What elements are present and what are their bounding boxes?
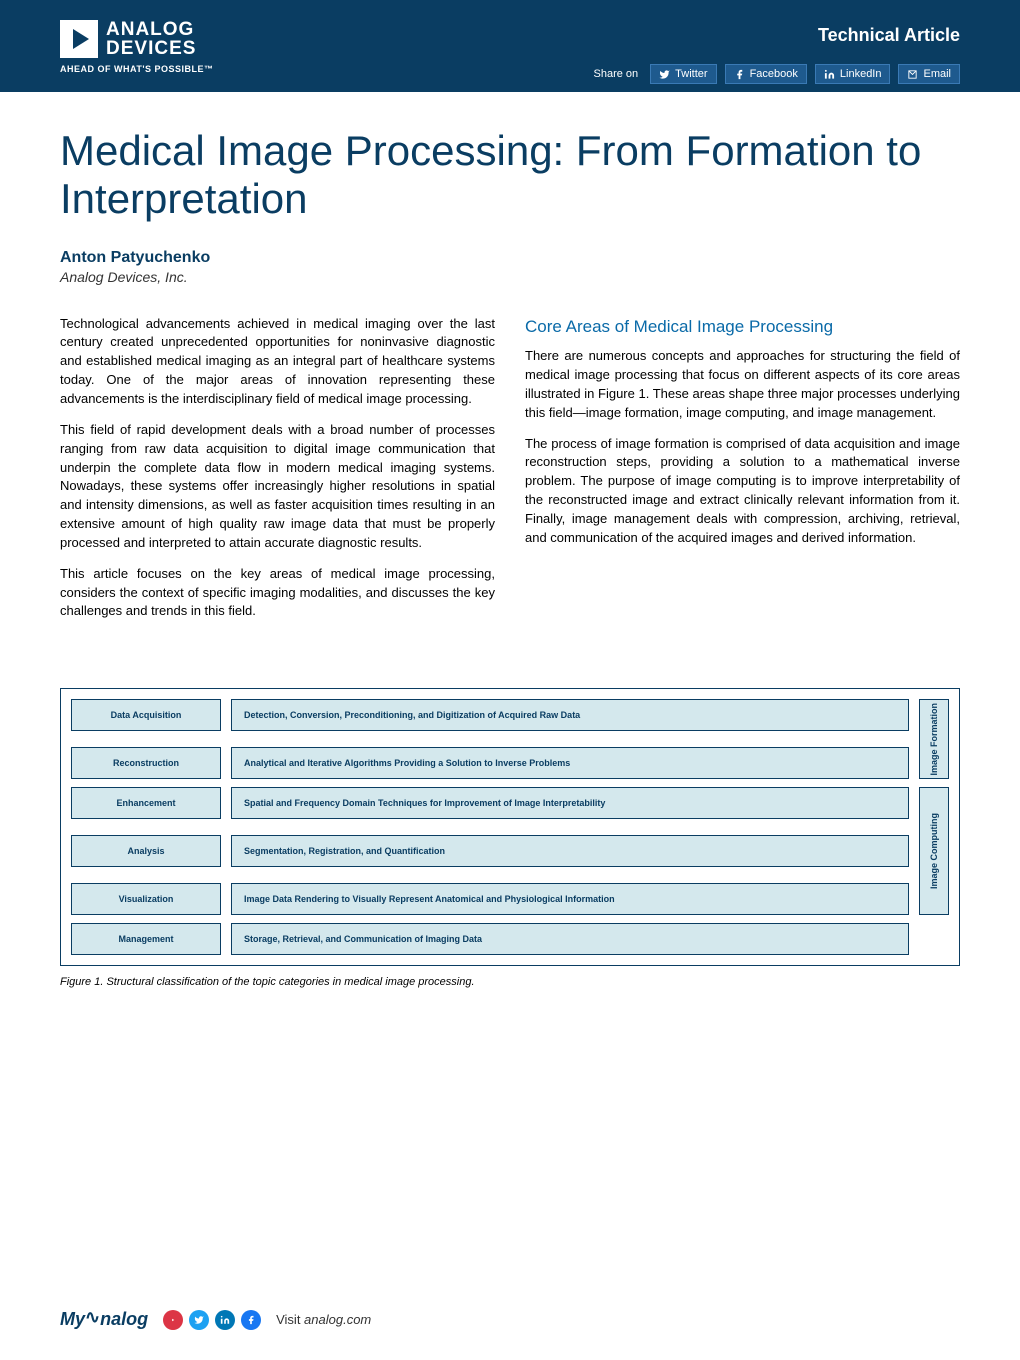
body-paragraph: There are numerous concepts and approach… <box>525 347 960 422</box>
twitter-footer-icon[interactable] <box>189 1310 209 1330</box>
share-label: Share on <box>594 68 639 80</box>
body-paragraph: This article focuses on the key areas of… <box>60 565 495 622</box>
youtube-icon[interactable] <box>163 1310 183 1330</box>
share-linkedin-button[interactable]: LinkedIn <box>815 64 891 84</box>
diagram-desc: Detection, Conversion, Preconditioning, … <box>231 699 909 731</box>
body-paragraph: The process of image formation is compri… <box>525 435 960 548</box>
share-row: Share on Twitter Facebook LinkedIn Email <box>594 64 960 84</box>
author-name: Anton Patyuchenko <box>60 249 960 267</box>
diagram-desc: Spatial and Frequency Domain Techniques … <box>231 787 909 819</box>
article-title: Medical Image Processing: From Formation… <box>60 127 960 224</box>
page-header: ANALOG DEVICES AHEAD OF WHAT'S POSSIBLE™… <box>0 0 1020 92</box>
logo-icon <box>60 20 98 58</box>
diagram-group-formation: Image Formation <box>919 699 949 779</box>
diagram-desc: Analytical and Iterative Algorithms Prov… <box>231 747 909 779</box>
facebook-footer-icon[interactable] <box>241 1310 261 1330</box>
twitter-icon <box>659 69 670 80</box>
facebook-icon <box>734 69 745 80</box>
email-icon <box>907 69 918 80</box>
figure-1-diagram: Data Acquisition Detection, Conversion, … <box>60 688 960 966</box>
logo-block: ANALOG DEVICES AHEAD OF WHAT'S POSSIBLE™ <box>60 20 213 74</box>
linkedin-footer-icon[interactable] <box>215 1310 235 1330</box>
diagram-label: Enhancement <box>71 787 221 819</box>
page-footer: My∿nalog Visit analog.com <box>60 1309 960 1330</box>
diagram-label: Management <box>71 923 221 955</box>
diagram-desc: Image Data Rendering to Visually Represe… <box>231 883 909 915</box>
diagram-label: Analysis <box>71 835 221 867</box>
linkedin-icon <box>824 69 835 80</box>
diagram-label: Visualization <box>71 883 221 915</box>
share-twitter-button[interactable]: Twitter <box>650 64 716 84</box>
myanalog-logo: My∿nalog <box>60 1309 148 1330</box>
author-org: Analog Devices, Inc. <box>60 269 960 285</box>
diagram-group-computing: Image Computing <box>919 787 949 915</box>
diagram-label: Reconstruction <box>71 747 221 779</box>
figure-caption: Figure 1. Structural classification of t… <box>60 976 960 988</box>
visit-link[interactable]: Visit analog.com <box>276 1312 371 1327</box>
diagram-desc: Storage, Retrieval, and Communication of… <box>231 923 909 955</box>
body-paragraph: This field of rapid development deals wi… <box>60 421 495 553</box>
section-heading: Core Areas of Medical Image Processing <box>525 315 960 340</box>
diagram-desc: Segmentation, Registration, and Quantifi… <box>231 835 909 867</box>
right-column: Core Areas of Medical Image Processing T… <box>525 315 960 634</box>
share-email-button[interactable]: Email <box>898 64 960 84</box>
article-type-label: Technical Article <box>594 25 960 46</box>
share-facebook-button[interactable]: Facebook <box>725 64 807 84</box>
logo-text: ANALOG DEVICES <box>106 20 196 58</box>
body-paragraph: Technological advancements achieved in m… <box>60 315 495 409</box>
left-column: Technological advancements achieved in m… <box>60 315 495 634</box>
diagram-label: Data Acquisition <box>71 699 221 731</box>
tagline: AHEAD OF WHAT'S POSSIBLE™ <box>60 64 213 74</box>
